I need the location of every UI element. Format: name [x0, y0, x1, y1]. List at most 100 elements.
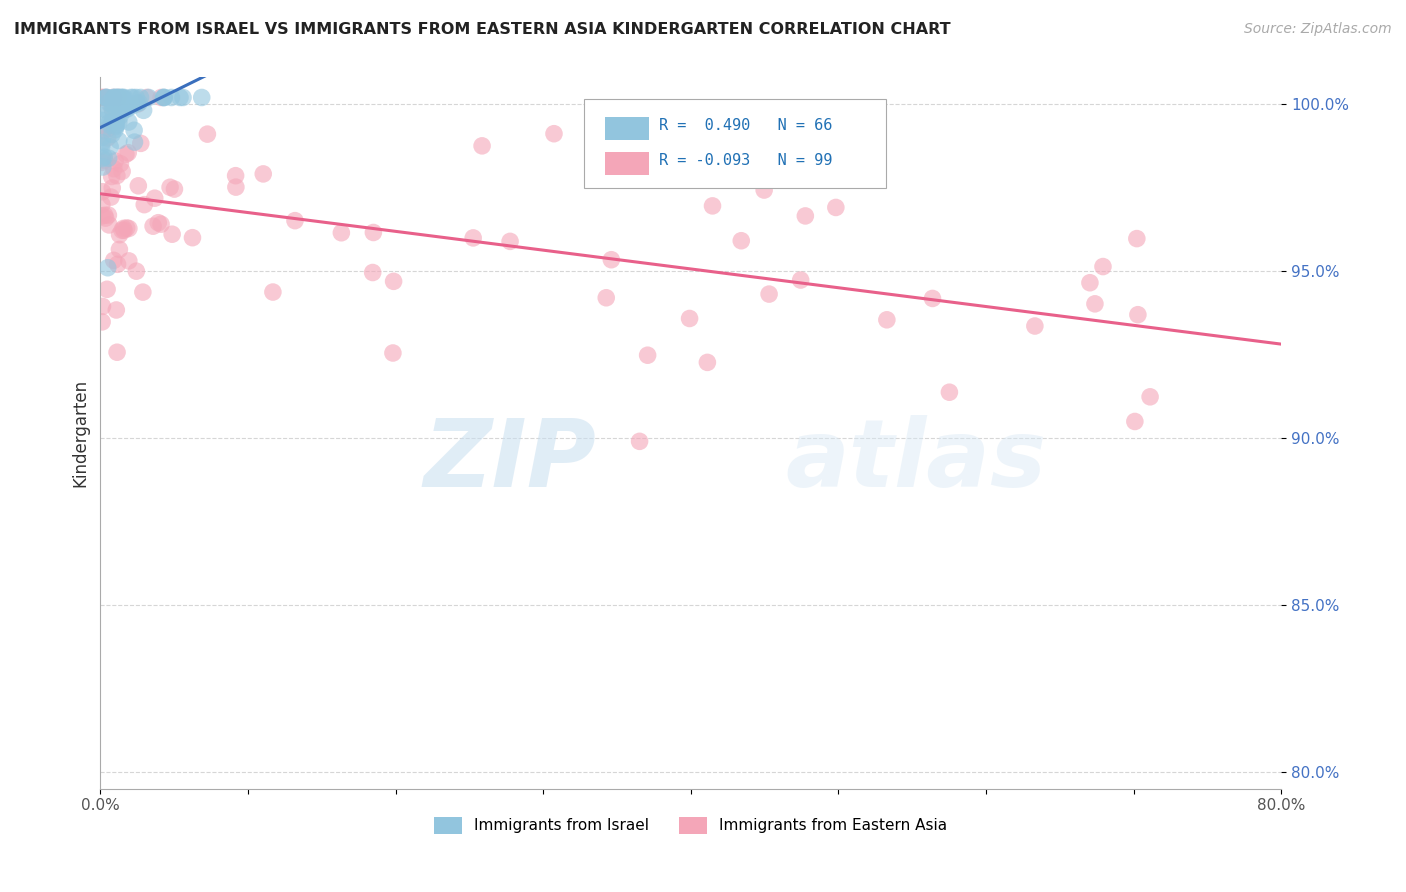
Point [94, 90, 117, 104]
Point [125, 264, 148, 278]
Point [181, 230, 204, 244]
Point [101, 181, 124, 195]
Point [678, 311, 700, 326]
Point [91, 299, 114, 313]
Point [101, 90, 124, 104]
Point [225, 169, 247, 183]
Point [97, 151, 120, 165]
Point [225, 180, 247, 194]
Point [252, 167, 274, 181]
Point [118, 115, 141, 129]
FancyBboxPatch shape [585, 99, 886, 187]
Point [330, 226, 353, 240]
Point [127, 178, 149, 193]
Point [163, 182, 186, 196]
Point [98, 119, 121, 133]
Point [127, 96, 149, 111]
Point [90, 113, 112, 128]
Point [90, 197, 112, 211]
Point [1126, 231, 1149, 245]
Point [103, 161, 125, 176]
Point [595, 291, 617, 305]
Text: IMMIGRANTS FROM ISRAEL VS IMMIGRANTS FROM EASTERN ASIA KINDERGARTEN CORRELATION : IMMIGRANTS FROM ISRAEL VS IMMIGRANTS FRO… [14, 22, 950, 37]
Point [132, 103, 155, 118]
Point [111, 90, 134, 104]
Point [696, 355, 718, 369]
Point [1084, 297, 1107, 311]
Point [129, 136, 152, 151]
Point [1024, 318, 1046, 333]
Point [127, 96, 149, 111]
Point [148, 216, 170, 230]
Point [90, 155, 112, 169]
Text: atlas: atlas [785, 416, 1046, 508]
Point [105, 114, 128, 128]
Point [96, 103, 118, 118]
Point [752, 183, 775, 197]
Point [876, 313, 898, 327]
Point [115, 221, 138, 235]
Point [824, 201, 846, 215]
Point [108, 103, 131, 117]
Point [97, 131, 120, 145]
Point [103, 253, 125, 268]
Point [125, 90, 148, 104]
Point [104, 122, 127, 136]
Point [758, 287, 780, 301]
Point [105, 169, 128, 183]
Point [172, 90, 194, 104]
Point [105, 303, 128, 318]
Point [97, 95, 120, 110]
Point [107, 90, 129, 104]
Point [111, 164, 134, 178]
Point [124, 135, 146, 149]
Point [97, 121, 120, 136]
Point [98, 218, 121, 232]
Point [143, 191, 166, 205]
Point [190, 90, 212, 104]
Point [107, 257, 129, 271]
Point [104, 90, 127, 104]
Point [153, 90, 176, 104]
Point [105, 90, 128, 104]
Point [134, 197, 156, 211]
Point [98, 115, 121, 129]
Point [90, 90, 112, 104]
Point [108, 243, 131, 257]
Point [499, 235, 522, 249]
Point [107, 90, 129, 104]
Point [160, 90, 183, 104]
Point [101, 103, 124, 118]
Point [103, 98, 125, 112]
Point [112, 223, 135, 237]
Point [93, 208, 115, 222]
Point [105, 345, 128, 359]
Point [363, 226, 385, 240]
Point [90, 109, 112, 123]
Point [1126, 308, 1149, 322]
Point [94, 90, 117, 104]
Point [101, 114, 124, 128]
Point [543, 127, 565, 141]
Point [107, 134, 129, 148]
Point [138, 90, 160, 104]
Point [108, 109, 131, 123]
Point [110, 157, 132, 171]
Point [93, 124, 115, 138]
Point [1078, 276, 1101, 290]
Y-axis label: Kindergarten: Kindergarten [72, 379, 89, 487]
Point [101, 100, 124, 114]
Point [91, 315, 114, 329]
Point [91, 160, 114, 174]
Bar [605, 153, 650, 175]
Text: ZIP: ZIP [423, 416, 596, 508]
Point [1091, 260, 1114, 274]
Point [361, 266, 384, 280]
Point [96, 90, 118, 104]
Point [463, 231, 485, 245]
Point [1139, 390, 1161, 404]
Point [153, 90, 176, 104]
Point [789, 273, 811, 287]
Point [115, 102, 138, 116]
Point [471, 139, 494, 153]
